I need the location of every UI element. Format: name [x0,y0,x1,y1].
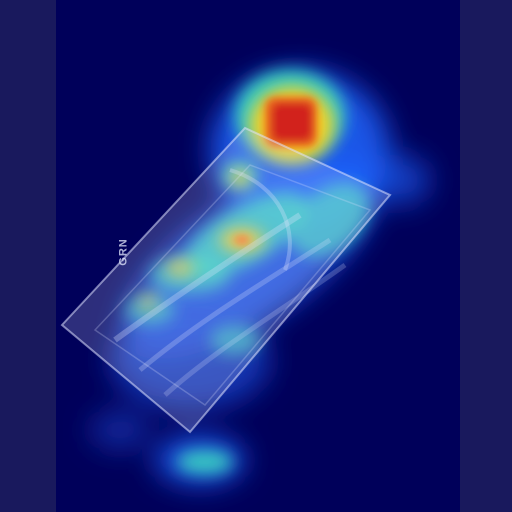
hot-core [234,97,317,245]
logo-mark: GRN [117,238,130,266]
right-border-band [460,0,512,512]
left-border-band [0,0,56,512]
object-overlay [60,126,392,434]
